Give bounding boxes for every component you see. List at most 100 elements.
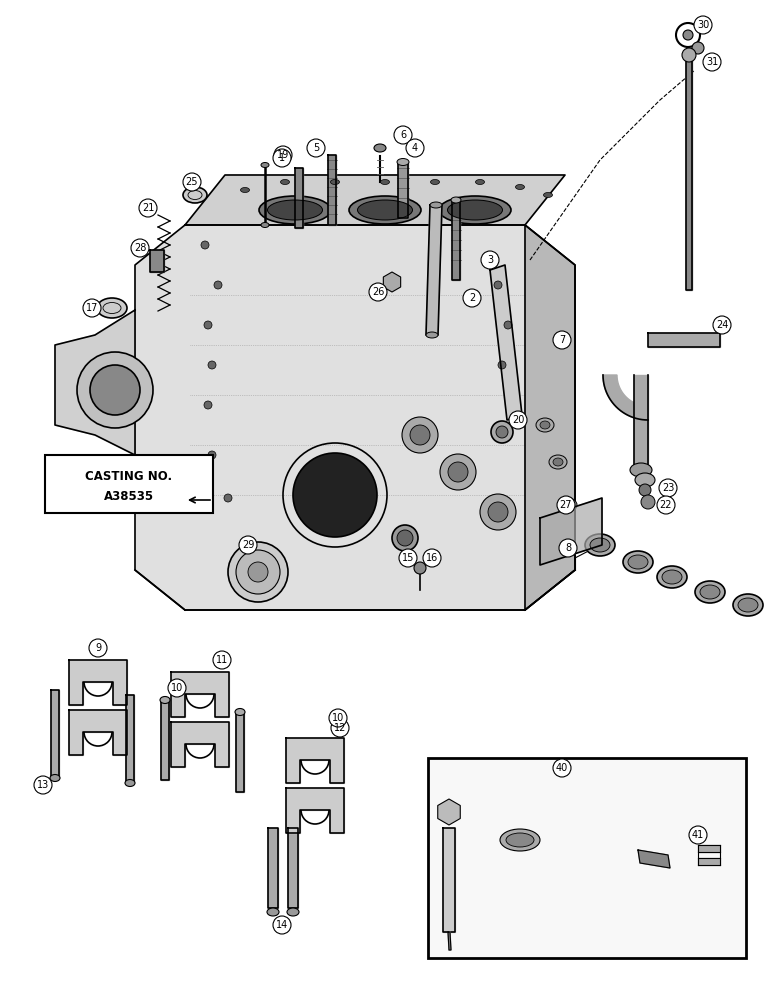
Circle shape — [496, 426, 508, 438]
Text: 13: 13 — [37, 780, 49, 790]
Ellipse shape — [543, 192, 553, 198]
Text: 14: 14 — [276, 920, 288, 930]
Circle shape — [494, 281, 502, 289]
Text: 4: 4 — [412, 143, 418, 153]
Circle shape — [228, 542, 288, 602]
Circle shape — [83, 299, 101, 317]
Polygon shape — [686, 50, 692, 290]
Ellipse shape — [397, 158, 409, 165]
Polygon shape — [452, 200, 460, 280]
Circle shape — [168, 679, 186, 697]
Text: 41: 41 — [692, 830, 704, 840]
Text: 40: 40 — [556, 763, 568, 773]
Circle shape — [236, 550, 280, 594]
Circle shape — [139, 199, 157, 217]
Text: A38535: A38535 — [104, 489, 154, 502]
Polygon shape — [69, 710, 127, 755]
Polygon shape — [171, 722, 229, 767]
Polygon shape — [384, 272, 401, 292]
Text: 26: 26 — [372, 287, 384, 297]
Polygon shape — [268, 828, 278, 908]
Circle shape — [34, 776, 52, 794]
Circle shape — [498, 361, 506, 369]
Polygon shape — [55, 310, 135, 455]
Polygon shape — [698, 858, 720, 865]
Text: 17: 17 — [86, 303, 98, 313]
Ellipse shape — [536, 418, 554, 432]
Circle shape — [89, 639, 107, 657]
Circle shape — [406, 139, 424, 157]
Text: 29: 29 — [242, 540, 254, 550]
Circle shape — [224, 494, 232, 502]
Ellipse shape — [125, 780, 135, 786]
Polygon shape — [540, 498, 602, 565]
Circle shape — [713, 316, 731, 334]
Polygon shape — [443, 828, 455, 932]
Text: 21: 21 — [142, 203, 154, 213]
Circle shape — [248, 562, 268, 582]
Ellipse shape — [553, 458, 563, 466]
Circle shape — [273, 149, 291, 167]
Text: 25: 25 — [186, 177, 198, 187]
Ellipse shape — [476, 180, 485, 184]
Ellipse shape — [448, 200, 503, 220]
Text: 24: 24 — [716, 320, 728, 330]
Circle shape — [657, 496, 675, 514]
Circle shape — [683, 30, 693, 40]
Polygon shape — [698, 845, 720, 852]
Text: 12: 12 — [334, 723, 346, 733]
Circle shape — [293, 453, 377, 537]
Polygon shape — [185, 175, 565, 225]
Ellipse shape — [431, 180, 439, 184]
Ellipse shape — [540, 421, 550, 429]
Polygon shape — [648, 333, 720, 347]
Circle shape — [410, 425, 430, 445]
Text: 2: 2 — [469, 293, 475, 303]
Circle shape — [183, 173, 201, 191]
Polygon shape — [236, 712, 244, 792]
Ellipse shape — [695, 581, 725, 603]
Polygon shape — [286, 788, 344, 833]
Circle shape — [414, 562, 426, 574]
Ellipse shape — [97, 298, 127, 318]
Circle shape — [273, 916, 291, 934]
Polygon shape — [69, 660, 127, 705]
Circle shape — [307, 139, 325, 157]
Ellipse shape — [630, 463, 652, 477]
Ellipse shape — [426, 332, 438, 338]
Circle shape — [208, 361, 216, 369]
Ellipse shape — [590, 538, 610, 552]
Text: 9: 9 — [95, 643, 101, 653]
Circle shape — [448, 462, 468, 482]
Circle shape — [509, 411, 527, 429]
Circle shape — [504, 321, 512, 329]
Circle shape — [692, 42, 704, 54]
Polygon shape — [634, 375, 648, 468]
Polygon shape — [150, 250, 164, 272]
Circle shape — [481, 251, 499, 269]
Polygon shape — [426, 205, 442, 335]
Circle shape — [204, 321, 212, 329]
Ellipse shape — [268, 200, 323, 220]
Circle shape — [553, 331, 571, 349]
Ellipse shape — [241, 188, 249, 192]
Polygon shape — [171, 672, 229, 717]
Ellipse shape — [623, 551, 653, 573]
Circle shape — [201, 241, 209, 249]
Ellipse shape — [563, 501, 573, 509]
Polygon shape — [638, 850, 670, 868]
Circle shape — [423, 549, 441, 567]
Polygon shape — [135, 225, 575, 610]
Text: 19: 19 — [277, 150, 290, 160]
Ellipse shape — [235, 708, 245, 716]
Circle shape — [463, 289, 481, 307]
Ellipse shape — [662, 570, 682, 584]
Ellipse shape — [357, 200, 412, 220]
Polygon shape — [490, 265, 522, 420]
Circle shape — [491, 421, 513, 443]
Circle shape — [553, 759, 571, 777]
Text: 16: 16 — [426, 553, 438, 563]
Polygon shape — [398, 162, 408, 218]
Circle shape — [329, 709, 347, 727]
Ellipse shape — [439, 196, 511, 224]
